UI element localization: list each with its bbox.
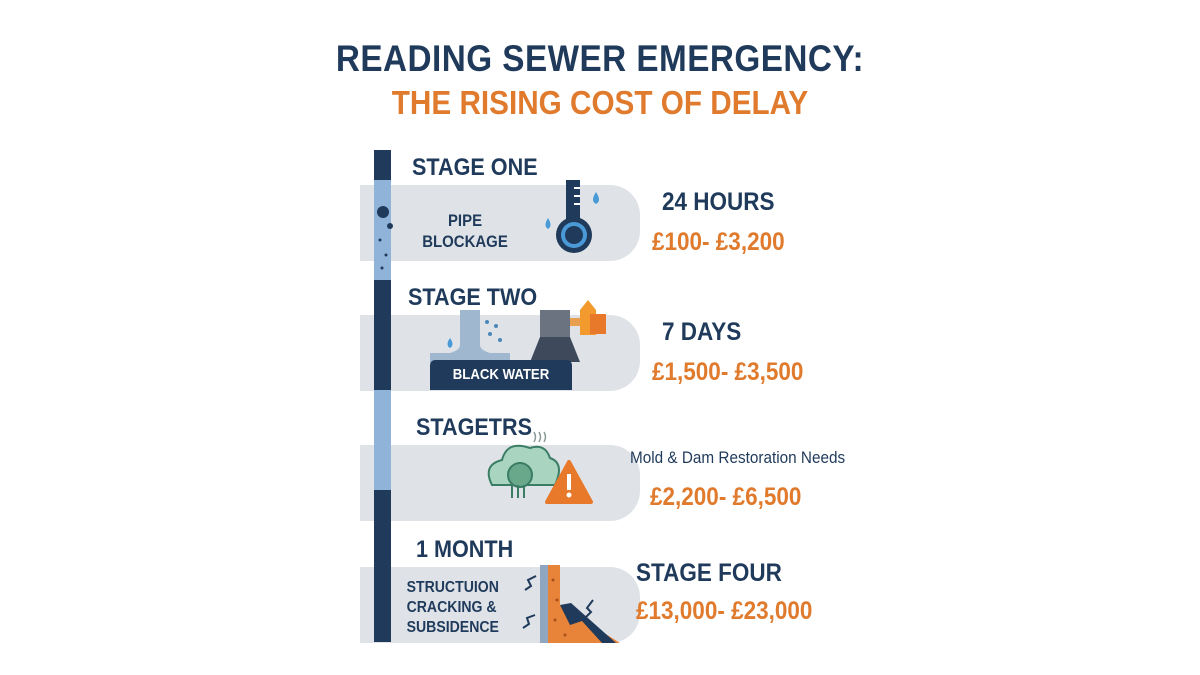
stage-two-label: BLACK WATER	[452, 366, 550, 383]
stage-three-cost: £2,200- £6,500	[650, 483, 802, 511]
stage-one-cost: £100- £3,200	[652, 228, 785, 256]
stage-one-heading: STAGE ONE	[412, 154, 538, 181]
pipe-blockage-icon	[545, 180, 599, 253]
stage-four-time: STAGE FOUR	[636, 559, 782, 587]
title-line-1: READING SEWER EMERGENCY:	[335, 38, 865, 79]
stage-four-label: STRUCTUION CRACKING & SUBSIDENCE	[406, 579, 499, 636]
stage-one-time: 24 HOURS	[662, 188, 775, 216]
sediment-dots-icon	[377, 206, 393, 270]
stage-four-heading: 1 MONTH	[416, 536, 514, 563]
stage-three-time: Mold & Dam Restoration Needs	[630, 448, 846, 467]
stage-one-label: PIPE BLOCKAGE	[422, 211, 508, 252]
stage-two-time: 7 DAYS	[662, 318, 742, 346]
black-water-badge: BLACK WATER	[430, 360, 572, 390]
stage-two-cost: £1,500- £3,500	[652, 358, 804, 386]
stage-four-cost: £13,000- £23,000	[636, 597, 813, 625]
flooding-icon	[430, 300, 606, 363]
mold-warning-icon	[487, 431, 593, 504]
title-line-2: THE RISING COST OF DELAY	[391, 84, 809, 121]
stage-two-heading: STAGE TWO	[408, 284, 538, 311]
stage-three-heading: STAGETRS	[416, 414, 533, 441]
cracked-wall-icon	[522, 565, 620, 643]
